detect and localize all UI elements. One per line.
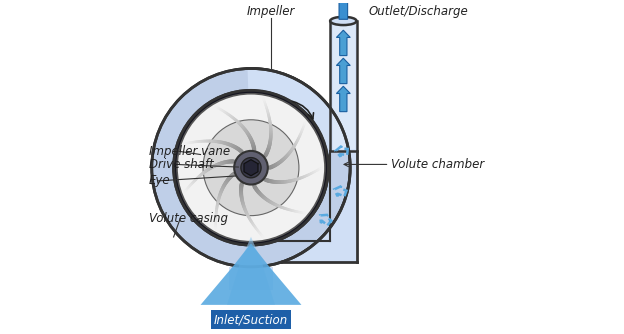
Circle shape <box>203 120 299 216</box>
Circle shape <box>152 68 350 267</box>
Polygon shape <box>244 160 258 176</box>
Polygon shape <box>336 30 350 55</box>
Text: Drive shaft: Drive shaft <box>149 158 213 171</box>
Text: Volute casing: Volute casing <box>149 212 228 225</box>
Circle shape <box>177 94 325 242</box>
FancyArrowPatch shape <box>293 101 313 119</box>
Circle shape <box>241 158 261 178</box>
Circle shape <box>234 151 268 184</box>
Polygon shape <box>330 21 356 151</box>
Polygon shape <box>335 0 351 19</box>
Text: Impeller: Impeller <box>246 5 295 18</box>
Polygon shape <box>248 68 356 262</box>
Text: Outlet/Discharge: Outlet/Discharge <box>368 5 468 18</box>
Polygon shape <box>336 58 350 84</box>
Circle shape <box>173 90 328 245</box>
Text: Impeller vane: Impeller vane <box>149 145 230 158</box>
Polygon shape <box>229 267 273 290</box>
Polygon shape <box>227 237 275 305</box>
Ellipse shape <box>330 17 356 25</box>
Polygon shape <box>336 86 350 112</box>
Text: Inlet/Suction: Inlet/Suction <box>214 313 288 326</box>
Polygon shape <box>200 243 301 305</box>
Text: Volute chamber: Volute chamber <box>391 158 484 171</box>
Circle shape <box>173 90 328 245</box>
Text: Eye: Eye <box>149 174 170 187</box>
